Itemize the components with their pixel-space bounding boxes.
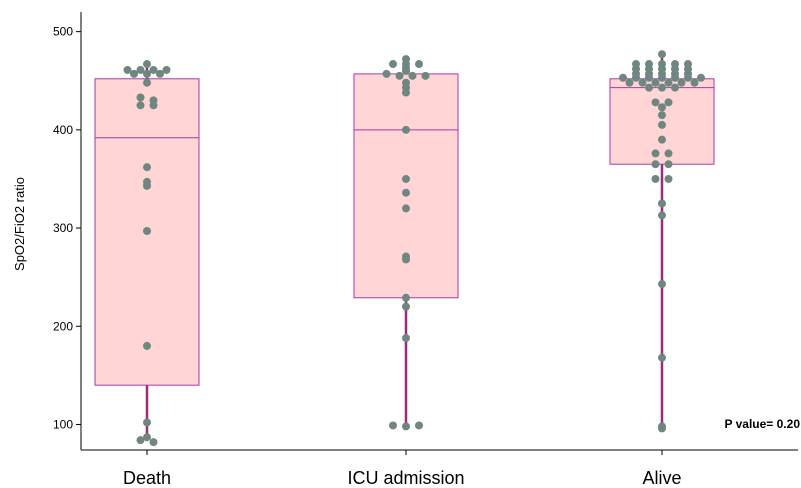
data-point: [402, 422, 410, 431]
data-point: [136, 101, 145, 110]
data-point: [658, 135, 666, 144]
data-point: [143, 78, 151, 87]
x-category-label: ICU admission: [347, 468, 464, 488]
p-value-annotation: P value= 0.20: [724, 417, 800, 431]
data-point: [625, 78, 634, 87]
data-point: [389, 421, 397, 430]
data-point: [664, 149, 673, 158]
data-point: [664, 160, 673, 169]
data-point: [658, 111, 666, 120]
data-point: [149, 65, 158, 74]
data-point: [690, 78, 699, 87]
labels-layer: Death ICU admission Alive: [123, 468, 682, 488]
data-point: [130, 69, 138, 78]
x-category-label: Death: [123, 468, 171, 488]
data-point: [402, 55, 410, 64]
data-point: [658, 120, 666, 129]
data-point: [143, 227, 151, 235]
data-point: [408, 71, 417, 80]
y-tick-label: 100: [53, 417, 73, 431]
data-point: [658, 211, 666, 220]
data-point: [143, 418, 151, 427]
data-point: [156, 69, 164, 78]
data-point: [382, 69, 391, 78]
data-point: [402, 293, 410, 302]
points-layer: [123, 50, 705, 447]
data-point: [402, 78, 410, 87]
data-point: [143, 177, 151, 186]
data-point: [619, 73, 627, 82]
data-point: [684, 60, 692, 69]
x-category-label: Alive: [642, 468, 681, 488]
data-point: [123, 65, 132, 74]
data-point: [162, 65, 171, 74]
data-point: [149, 96, 158, 105]
data-point: [671, 83, 679, 92]
data-point: [664, 98, 673, 107]
data-point: [395, 71, 404, 80]
data-point: [658, 83, 666, 92]
data-point: [658, 280, 666, 289]
data-point: [658, 422, 666, 431]
data-point: [658, 199, 666, 208]
boxes-layer: [94, 54, 715, 442]
data-point: [677, 78, 686, 87]
data-point: [143, 60, 151, 69]
data-point: [651, 78, 660, 87]
data-point: [136, 436, 145, 445]
data-point: [645, 60, 653, 69]
data-point: [664, 174, 673, 183]
data-point: [136, 65, 145, 74]
data-point: [651, 174, 660, 183]
data-point: [421, 71, 430, 80]
data-point: [402, 302, 410, 311]
data-point: [402, 174, 410, 183]
data-point: [658, 353, 666, 362]
data-point: [632, 60, 640, 69]
data-point: [143, 69, 151, 78]
box-iqr: [353, 73, 459, 299]
data-point: [402, 204, 410, 213]
data-point: [651, 149, 660, 158]
data-point: [402, 188, 410, 197]
data-point: [402, 334, 410, 343]
data-point: [658, 103, 666, 112]
y-tick-label: 500: [53, 25, 73, 39]
data-point: [664, 78, 673, 87]
data-point: [402, 252, 410, 261]
data-point: [697, 73, 705, 82]
data-point: [136, 93, 145, 102]
data-point: [143, 163, 151, 172]
axes: 100 200 300 400 500: [53, 12, 798, 455]
data-point: [658, 60, 666, 69]
data-point: [651, 160, 660, 169]
data-point: [671, 60, 679, 69]
data-point: [651, 98, 660, 107]
data-point: [402, 125, 410, 134]
data-point: [143, 433, 151, 442]
data-point: [389, 60, 397, 69]
data-point: [638, 78, 647, 87]
data-point: [645, 83, 653, 92]
data-point: [415, 60, 423, 69]
data-point: [658, 50, 666, 59]
data-point: [143, 341, 151, 350]
y-tick-label: 300: [53, 221, 73, 235]
y-tick-label: 200: [53, 319, 73, 333]
data-point: [149, 438, 158, 447]
y-tick-label: 400: [53, 123, 73, 137]
y-axis-title: SpO2/FiO2 ratio: [12, 177, 27, 271]
data-point: [415, 421, 423, 430]
